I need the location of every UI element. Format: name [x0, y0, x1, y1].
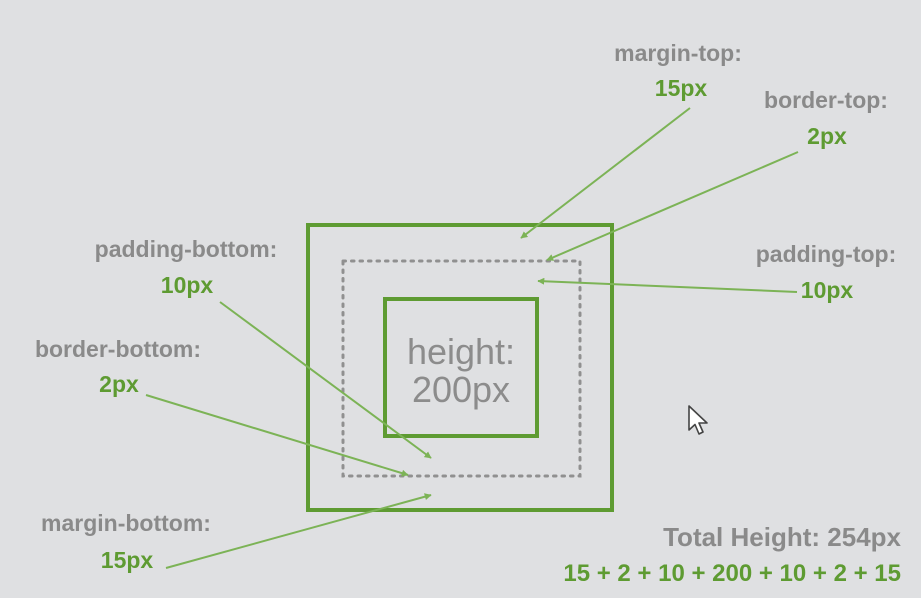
- total-height-formula: 15 + 2 + 10 + 200 + 10 + 2 + 15: [563, 560, 901, 587]
- margin-bottom-name: margin-bottom:: [41, 510, 211, 536]
- margin-bottom-arrow: [165, 493, 432, 569]
- margin-top-name: margin-top:: [614, 40, 742, 66]
- content-box-label-line1: height:: [406, 331, 516, 372]
- border-top-arrow: [546, 151, 799, 261]
- padding-bottom-name: padding-bottom:: [94, 236, 278, 262]
- border-bottom-arrow: [145, 394, 409, 477]
- content-box: [383, 297, 539, 438]
- border-bottom-value: 2px: [99, 371, 139, 397]
- margin-top-value: 15px: [654, 75, 708, 101]
- border-top-name: border-top:: [764, 87, 888, 113]
- margin-top-arrow: [520, 107, 691, 239]
- padding-bottom-value: 10px: [160, 272, 214, 298]
- border-box: [341, 259, 582, 478]
- border-top-value: 2px: [807, 123, 847, 149]
- content-box-label-line2: 200px: [411, 369, 511, 410]
- padding-bottom-arrow: [219, 301, 432, 459]
- mouse-pointer-icon: [688, 405, 708, 435]
- margin-bottom-value: 15px: [100, 547, 154, 573]
- content-box-label: height: 200px: [385, 333, 537, 409]
- padding-top-value: 10px: [800, 277, 854, 303]
- total-height-label: Total Height: 254px: [663, 522, 901, 552]
- padding-top-name: padding-top:: [755, 241, 897, 267]
- border-bottom-name: border-bottom:: [34, 336, 202, 362]
- padding-top-arrow: [537, 277, 798, 293]
